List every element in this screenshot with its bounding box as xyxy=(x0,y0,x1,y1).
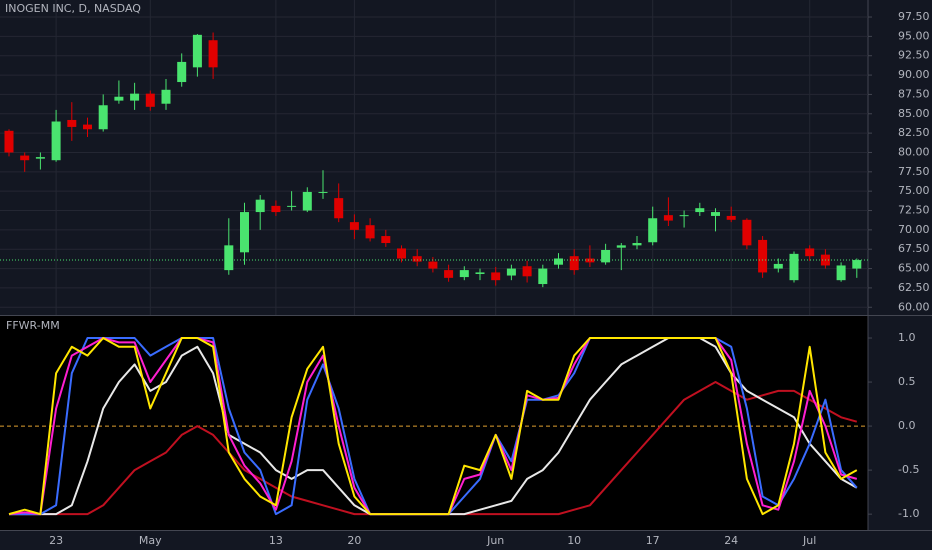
candle-body xyxy=(381,236,391,244)
y-tick-label: 67.50 xyxy=(898,242,930,255)
candle-body xyxy=(475,272,485,274)
candle-body xyxy=(114,96,124,101)
candle-body xyxy=(4,130,14,153)
candle-body xyxy=(758,239,768,273)
candle-body xyxy=(334,198,344,219)
candle-body xyxy=(491,272,501,281)
candle-body xyxy=(208,40,218,68)
x-tick-label: 23 xyxy=(49,534,63,547)
candle-body xyxy=(224,245,234,271)
y-tick-label: 85.00 xyxy=(898,107,930,120)
candle-body xyxy=(271,205,281,213)
candle-body xyxy=(240,212,249,253)
candle-body xyxy=(695,208,705,213)
candle-body xyxy=(585,258,595,263)
candle-body xyxy=(538,268,548,285)
x-tick-label: Jun xyxy=(486,534,504,547)
y-tick-label: 87.50 xyxy=(898,87,930,100)
candle-body xyxy=(83,124,92,130)
y-tick-label: -0.5 xyxy=(898,463,919,476)
y-tick-label: 82.50 xyxy=(898,126,930,139)
candle-body xyxy=(161,89,171,104)
candle-body xyxy=(554,258,563,265)
candle-body xyxy=(130,93,140,101)
candle-body xyxy=(35,157,45,159)
candle-body xyxy=(852,260,862,269)
y-tick-label: -1.0 xyxy=(898,507,919,520)
y-tick-label: 77.50 xyxy=(898,165,930,178)
x-tick-label: May xyxy=(139,534,162,547)
candle-body xyxy=(255,199,265,213)
candle-body xyxy=(522,266,532,277)
x-tick-label: 20 xyxy=(347,534,361,547)
candle-body xyxy=(51,121,61,161)
y-tick-label: 97.50 xyxy=(898,10,930,23)
labels: INOGEN INC, D, NASDAQ FFWR-MM 60.00 62.50… xyxy=(5,2,930,547)
x-tick-label: 10 xyxy=(567,534,581,547)
candle-body xyxy=(506,268,516,276)
y-tick-label: 80.00 xyxy=(898,145,930,158)
x-tick-label: 24 xyxy=(724,534,738,547)
candle-body xyxy=(444,270,454,278)
candle-body xyxy=(648,218,658,243)
marks xyxy=(0,32,868,516)
y-tick-label: 1.0 xyxy=(898,331,916,344)
indicator-background xyxy=(0,316,868,530)
candle-body xyxy=(616,245,626,248)
y-tick-label: 95.00 xyxy=(898,29,930,42)
indicator-line xyxy=(8,337,858,516)
candle-body xyxy=(98,105,108,130)
x-tick-label: 13 xyxy=(269,534,283,547)
candle-body xyxy=(726,215,736,220)
candle-body xyxy=(663,215,673,221)
candle-body xyxy=(67,119,77,127)
candle-body xyxy=(397,248,406,259)
candle-body xyxy=(679,215,689,217)
y-tick-label: 0.5 xyxy=(898,375,916,388)
candle-body xyxy=(20,155,30,161)
x-tick-label: 17 xyxy=(646,534,660,547)
candle-body xyxy=(805,248,815,257)
candle-body xyxy=(836,265,846,281)
candle-body xyxy=(742,219,752,246)
y-tick-label: 70.00 xyxy=(898,223,930,236)
y-tick-label: 75.00 xyxy=(898,184,930,197)
candle-body xyxy=(177,61,187,83)
y-tick-label: 72.50 xyxy=(898,204,930,217)
chart-title: INOGEN INC, D, NASDAQ xyxy=(5,2,141,15)
y-tick-label: 65.00 xyxy=(898,262,930,275)
candle-body xyxy=(632,243,642,246)
candle-body xyxy=(287,205,297,207)
candle-body xyxy=(302,191,312,211)
y-tick-label: 92.50 xyxy=(898,49,930,62)
candle-body xyxy=(349,222,359,230)
indicator-title: FFWR-MM xyxy=(6,319,60,332)
candle-body xyxy=(459,270,469,278)
y-tick-label: 90.00 xyxy=(898,68,930,81)
candle-body xyxy=(365,225,375,239)
candle-body xyxy=(318,191,328,193)
candle-body xyxy=(601,249,611,263)
candle-body xyxy=(192,34,202,68)
y-tick-label: 0.0 xyxy=(898,419,916,432)
candle-body xyxy=(145,93,155,107)
candle-body xyxy=(428,261,438,269)
candle-body xyxy=(412,256,422,262)
y-tick-label: 60.00 xyxy=(898,300,930,313)
x-tick-label: Jul xyxy=(802,534,816,547)
candle-body xyxy=(773,263,783,269)
y-tick-label: 62.50 xyxy=(898,281,930,294)
candle-body xyxy=(789,253,799,281)
candle-body xyxy=(569,256,579,271)
candle-body xyxy=(711,212,720,216)
